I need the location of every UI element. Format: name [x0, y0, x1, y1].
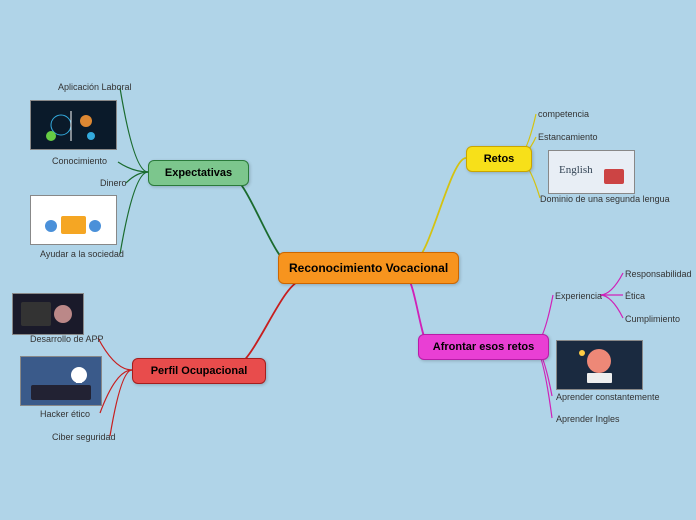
illustration-image: [20, 356, 102, 406]
leaf-text: Ética: [625, 291, 645, 301]
svg-text:English: English: [559, 164, 593, 176]
branch-retos[interactable]: Retos: [466, 146, 532, 172]
leaf-text: Estancamiento: [538, 132, 598, 142]
leaf-text: Desarrollo de APP: [30, 334, 104, 344]
branch-expectativas[interactable]: Expectativas: [148, 160, 249, 186]
leaf-text: Dinero: [100, 178, 127, 188]
leaf-text: Cumplimiento: [625, 314, 680, 324]
branch-perfil-ocupacional[interactable]: Perfil Ocupacional: [132, 358, 266, 384]
leaf-text: Aprender Ingles: [556, 414, 620, 424]
illustration-image: [30, 100, 117, 150]
leaf-text: Ayudar a la sociedad: [40, 249, 124, 259]
leaf-text: Responsabilidad: [625, 269, 692, 279]
leaf-text: Aplicación Laboral: [58, 82, 132, 92]
leaf-text: Hacker ético: [40, 409, 90, 419]
illustration-image: [30, 195, 117, 245]
leaf-text: competencia: [538, 109, 589, 119]
leaf-text: Dominio de una segunda lengua: [540, 194, 670, 204]
illustration-image: [12, 293, 84, 335]
leaf-text: Experiencia: [555, 291, 602, 301]
center-node[interactable]: Reconocimiento Vocacional: [278, 252, 459, 284]
illustration-image: English: [548, 150, 635, 194]
leaf-text: Conocimiento: [52, 156, 107, 166]
illustration-image: [556, 340, 643, 390]
branch-afrontar-retos[interactable]: Afrontar esos retos: [418, 334, 549, 360]
leaf-text: Ciber seguridad: [52, 432, 116, 442]
leaf-text: Aprender constantemente: [556, 392, 660, 402]
